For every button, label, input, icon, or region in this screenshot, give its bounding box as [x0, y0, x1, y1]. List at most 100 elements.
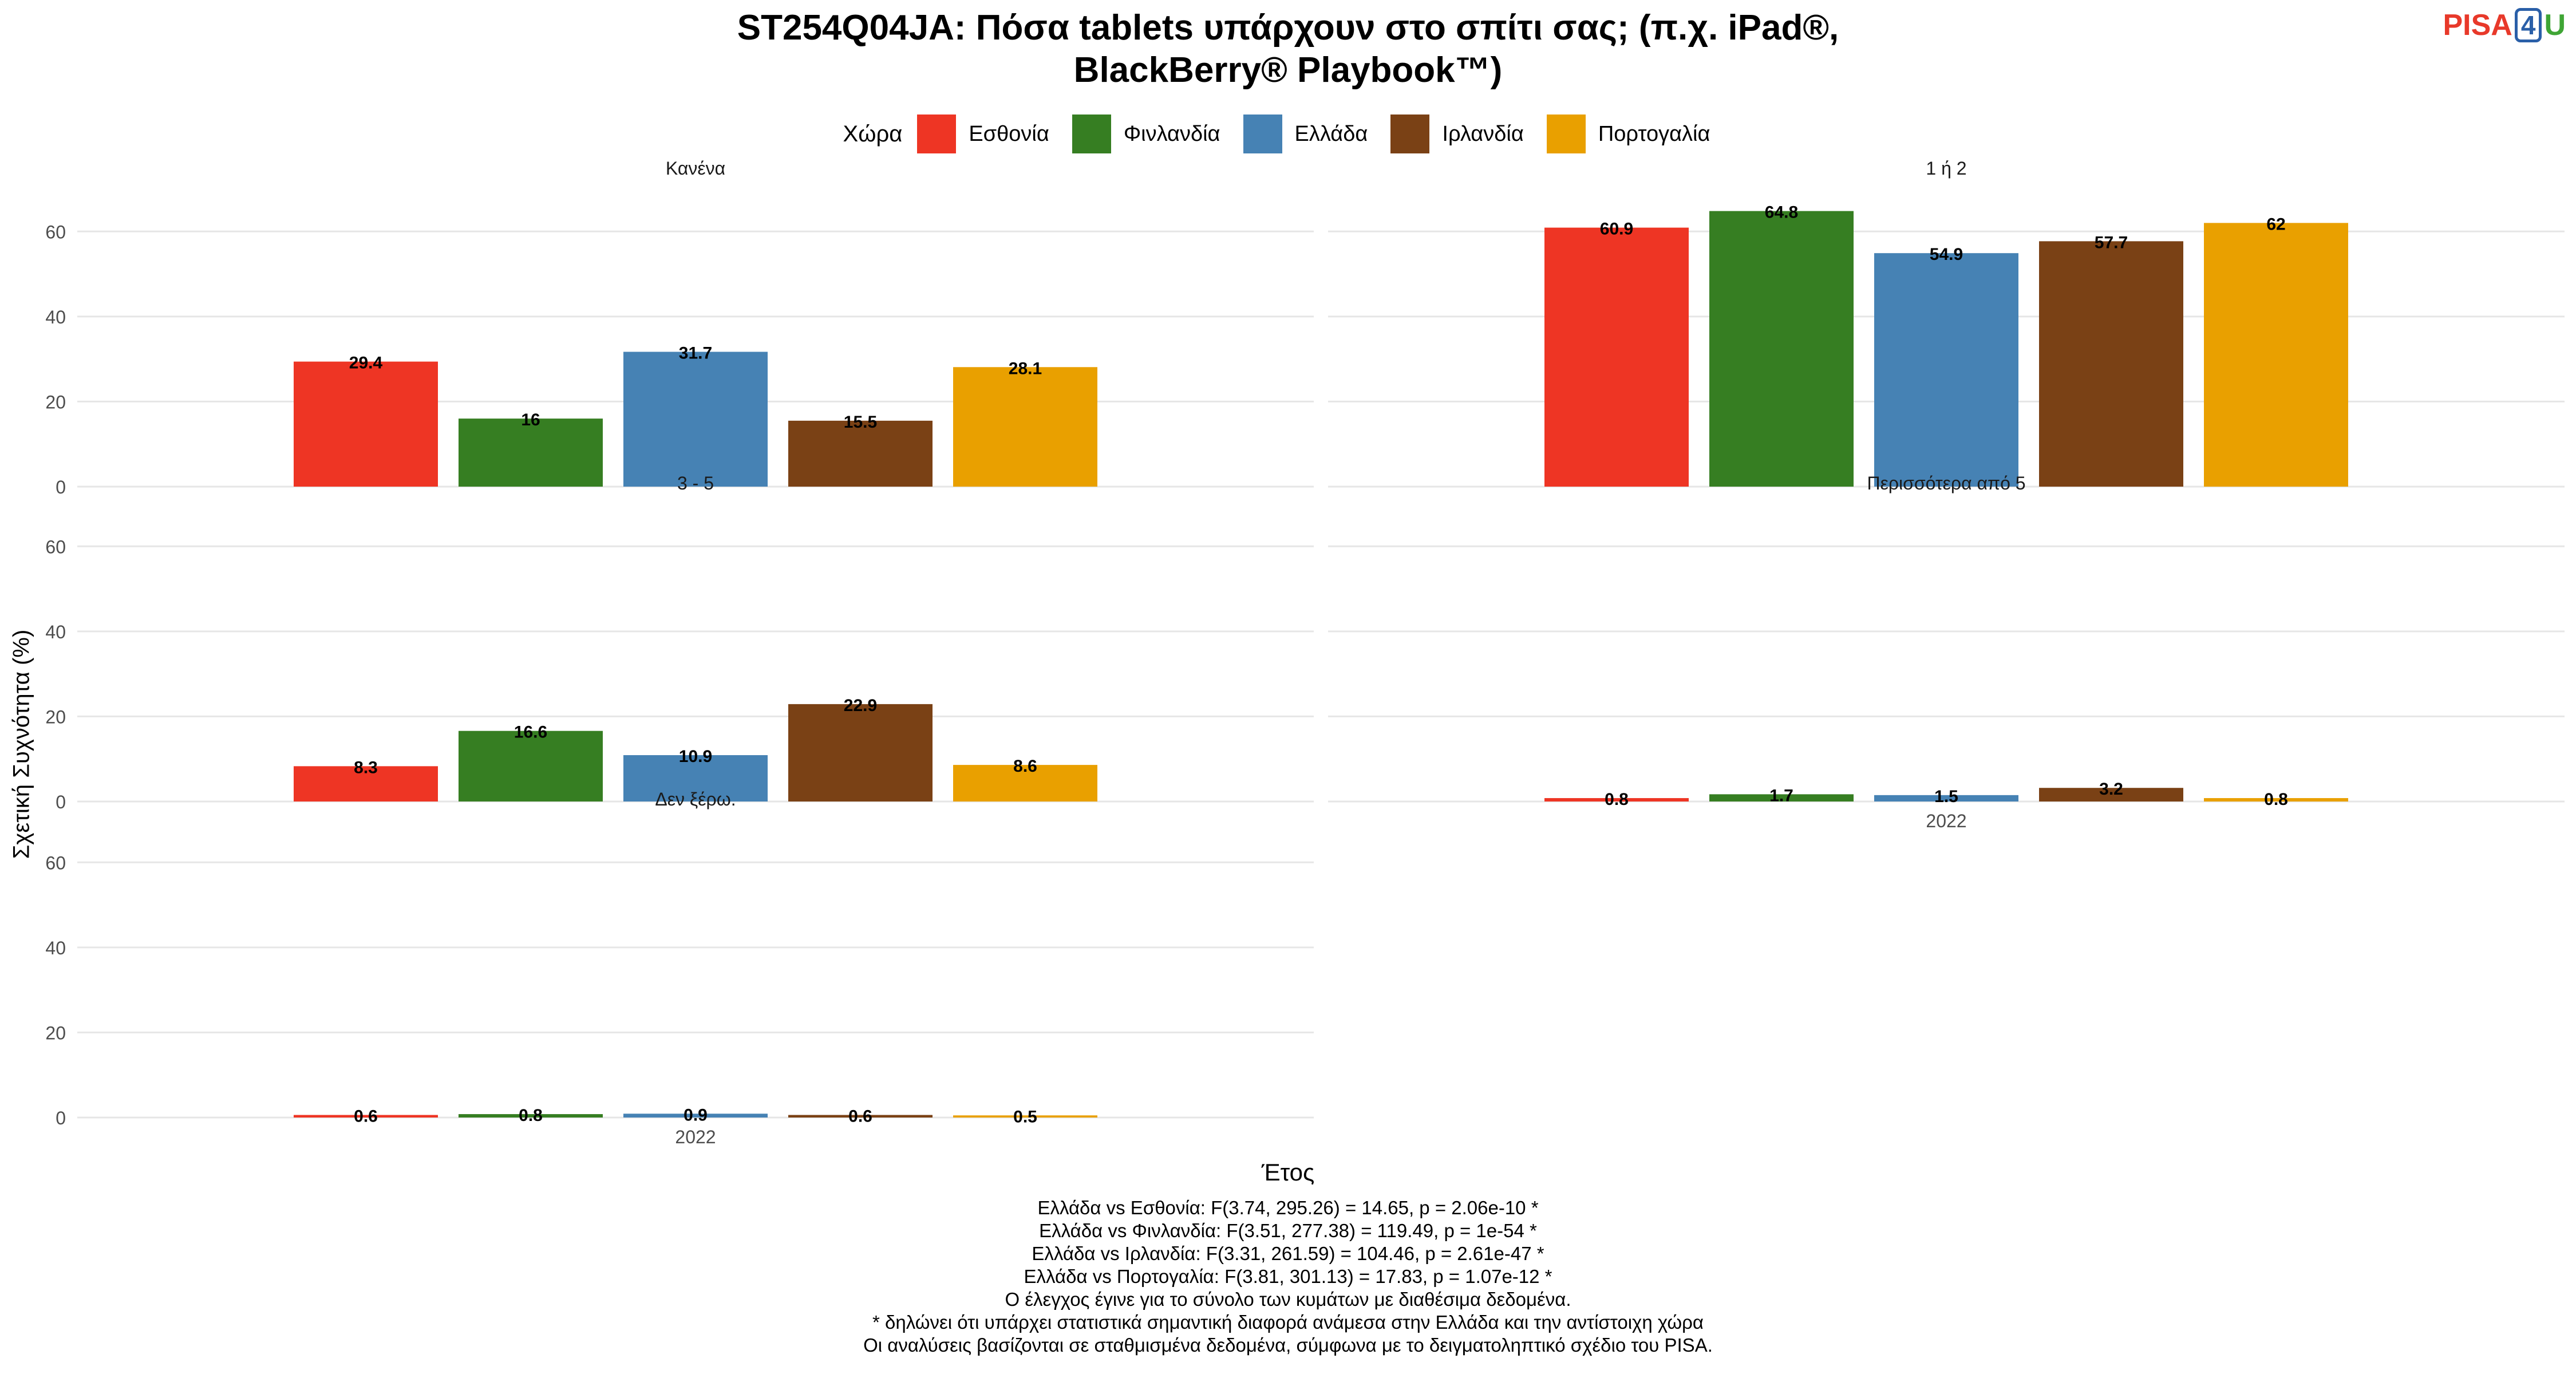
y-tick-label: 0	[56, 792, 66, 812]
chart-notes: Ελλάδα vs Εσθονία: F(3.74, 295.26) = 14.…	[0, 1197, 2576, 1357]
legend: Χώρα Εσθονία Φινλανδία Ελλάδα Ιρλανδία Π…	[0, 114, 2576, 153]
facet-4-value-label-3: 0.6	[848, 1107, 872, 1126]
facet-0-value-label-4: 28.1	[1009, 359, 1042, 378]
facet-0-bar-2	[623, 352, 768, 487]
facet-2-value-label-2: 10.9	[679, 747, 712, 766]
facet-1-value-label-4: 62	[2266, 215, 2285, 234]
facet-2-value-label-4: 8.6	[1013, 757, 1037, 776]
facet-3-value-label-4: 0.8	[2264, 790, 2288, 809]
x-tick-label: 2022	[1926, 811, 1966, 831]
facet-4-value-label-2: 0.9	[683, 1105, 708, 1124]
facet-3-bar-4	[2204, 798, 2348, 802]
facet-4-value-label-1: 0.8	[519, 1106, 543, 1125]
y-axis-title: Σχετική Συχνότητα (%)	[5, 630, 39, 859]
facet-2-bar-4	[953, 765, 1097, 802]
facet-4-bar-0	[294, 1115, 438, 1118]
pisa4u-logo: PISA 4 U	[2443, 8, 2566, 42]
y-axis-title-text: Σχετική Συχνότητα (%)	[9, 629, 34, 859]
facet-0-bar-4	[953, 367, 1097, 487]
note-line: Ελλάδα vs Ιρλανδία: F(3.31, 261.59) = 10…	[1032, 1243, 1544, 1264]
facet-1-bar-4	[2204, 223, 2348, 487]
facet-2-bar-1	[459, 731, 603, 802]
facet-1-value-label-3: 57.7	[2095, 233, 2128, 252]
facet-0-bar-1	[459, 418, 603, 487]
legend-item-portugal: Πορτογαλία	[1546, 114, 1710, 153]
facet-3-value-label-0: 0.8	[1605, 790, 1629, 809]
legend-swatch-ireland	[1390, 114, 1430, 153]
facet-2-value-label-1: 16.6	[514, 723, 547, 742]
facet-3-value-label-1: 1.7	[1769, 786, 1793, 805]
facet-4-bar-3	[788, 1115, 933, 1118]
note-line: Ο έλεγχος έγινε για το σύνολο των κυμάτω…	[1005, 1289, 1571, 1310]
facet-3-bar-2	[1874, 795, 2018, 802]
note-line: Ελλάδα vs Εσθονία: F(3.74, 295.26) = 14.…	[1037, 1197, 1539, 1218]
facet-4-bar-1	[459, 1114, 603, 1118]
legend-item-estonia: Εσθονία	[917, 114, 1049, 153]
facet-0-value-label-0: 29.4	[349, 354, 383, 373]
facet-2-value-label-0: 8.3	[354, 758, 378, 777]
y-tick-label: 0	[56, 1108, 66, 1128]
facet-1-bar-3	[2039, 241, 2183, 487]
facet-0-value-label-3: 15.5	[844, 413, 877, 432]
legend-swatch-estonia	[917, 114, 957, 153]
legend-item-ireland: Ιρλανδία	[1390, 114, 1524, 153]
facet-4-value-label-0: 0.6	[354, 1107, 378, 1126]
facet-1-value-label-1: 64.8	[1765, 203, 1798, 222]
facet-3-value-label-3: 3.2	[2099, 780, 2123, 799]
legend-swatch-finland	[1072, 114, 1111, 153]
legend-item-greece: Ελλάδα	[1243, 114, 1368, 153]
legend-swatch-portugal	[1546, 114, 1586, 153]
y-tick-label: 20	[45, 1022, 66, 1043]
facet-2-strip-label: 3 - 5	[677, 473, 714, 493]
facet-1-value-label-0: 60.9	[1600, 220, 1633, 239]
y-tick-label: 40	[45, 938, 66, 958]
legend-label-finland: Φινλανδία	[1123, 121, 1220, 146]
chart-title-line2: BlackBerry® Playbook™)	[1073, 50, 1503, 90]
legend-swatch-greece	[1243, 114, 1282, 153]
legend-label-ireland: Ιρλανδία	[1442, 121, 1524, 146]
y-tick-label: 60	[45, 222, 66, 242]
facet-3-bar-1	[1709, 794, 1854, 802]
facet-2-bar-3	[788, 704, 933, 802]
facet-3-value-label-2: 1.5	[1934, 787, 1958, 806]
note-line: Ελλάδα vs Πορτογαλία: F(3.81, 301.13) = …	[1024, 1266, 1552, 1287]
logo-u-text: U	[2544, 9, 2566, 42]
note-line: Ελλάδα vs Φινλανδία: F(3.51, 277.38) = 1…	[1039, 1220, 1537, 1241]
y-tick-label: 20	[45, 392, 66, 412]
legend-label-portugal: Πορτογαλία	[1598, 121, 1710, 146]
facet-0-value-label-2: 31.7	[679, 344, 712, 363]
facet-0-bar-3	[788, 420, 933, 487]
chart-title-line1: ST254Q04JA: Πόσα tablets υπάρχουν στο σπ…	[737, 8, 1839, 48]
legend-item-finland: Φινλανδία	[1072, 114, 1220, 153]
facet-0-value-label-1: 16	[521, 410, 540, 429]
y-tick-label: 20	[45, 706, 66, 727]
facet-3-bar-0	[1544, 798, 1689, 802]
facet-0-strip-label: Κανένα	[666, 158, 725, 179]
logo-pisa-text: PISA	[2443, 9, 2512, 42]
facet-3-bar-3	[2039, 788, 2183, 802]
note-line: Οι αναλύσεις βασίζονται σε σταθμισμένα δ…	[863, 1334, 1713, 1356]
y-tick-label: 40	[45, 307, 66, 327]
facet-1-strip-label: 1 ή 2	[1926, 158, 1966, 179]
facet-1-bar-0	[1544, 227, 1689, 487]
facet-2-value-label-3: 22.9	[844, 696, 877, 715]
facet-2-bar-2	[623, 755, 768, 802]
facet-4-value-label-4: 0.5	[1013, 1107, 1037, 1126]
logo-four-text: 4	[2514, 8, 2542, 42]
facet-3-strip-label: Περισσότερα από 5	[1867, 473, 2025, 493]
facet-2-bar-0	[294, 766, 438, 802]
y-tick-label: 60	[45, 536, 66, 557]
x-axis-title: Έτος	[1261, 1159, 1315, 1186]
y-tick-label: 0	[56, 477, 66, 498]
facet-0-bar-0	[294, 361, 438, 487]
legend-label-greece: Ελλάδα	[1294, 121, 1368, 146]
facet-4-bar-4	[953, 1115, 1097, 1118]
facet-4-bar-2	[623, 1114, 768, 1118]
facet-4-strip-label: Δεν ξέρω.	[655, 789, 736, 810]
chart-title: ST254Q04JA: Πόσα tablets υπάρχουν στο σπ…	[0, 7, 2576, 92]
y-tick-label: 60	[45, 852, 66, 873]
facet-1-bar-2	[1874, 253, 2018, 487]
legend-label-estonia: Εσθονία	[969, 121, 1049, 146]
legend-title: Χώρα	[843, 121, 903, 147]
